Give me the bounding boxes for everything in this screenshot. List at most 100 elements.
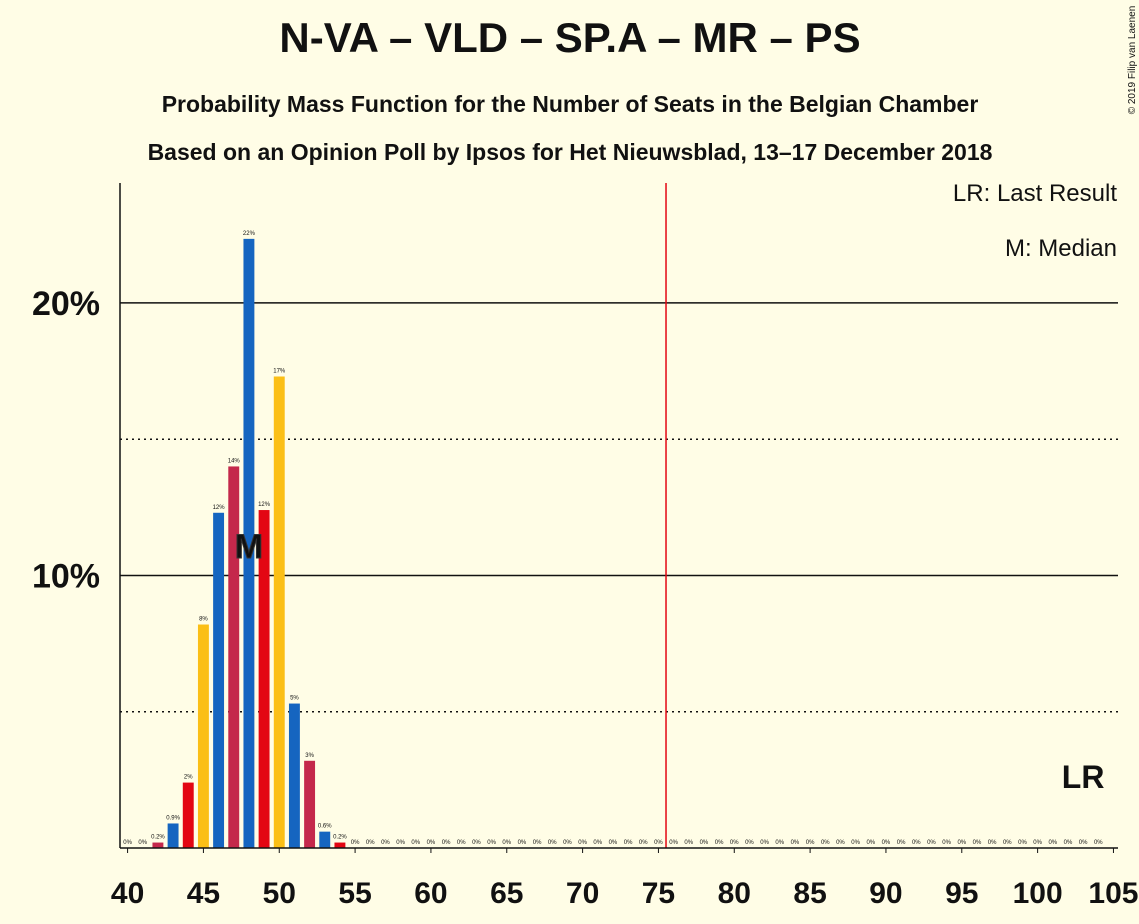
x-tick-label: 105	[1088, 877, 1138, 910]
value-label: 0%	[821, 840, 830, 846]
value-label: 0%	[745, 840, 754, 846]
value-label: 0%	[366, 840, 375, 846]
value-label: 12%	[213, 505, 226, 511]
value-label: 0%	[1048, 840, 1057, 846]
value-label: 0%	[442, 840, 451, 846]
x-tick-label: 100	[1013, 877, 1063, 910]
value-label: 0%	[1033, 840, 1042, 846]
value-label: 5%	[290, 696, 299, 702]
x-tick-label: 65	[490, 877, 523, 910]
value-label: 0.2%	[333, 835, 347, 841]
bar	[197, 624, 209, 848]
value-label: 0%	[897, 840, 906, 846]
value-label: 0%	[775, 840, 784, 846]
value-label: 0%	[639, 840, 648, 846]
x-tick-label: 55	[338, 877, 371, 910]
value-label: 0%	[533, 840, 542, 846]
value-label: 0%	[942, 840, 951, 846]
bar	[152, 842, 164, 848]
value-label: 0%	[1094, 840, 1103, 846]
value-label: 0%	[427, 840, 436, 846]
value-label: 0%	[609, 840, 618, 846]
value-label: 0%	[791, 840, 800, 846]
x-tick-label: 70	[566, 877, 599, 910]
last-result-marker: LR	[1062, 759, 1105, 795]
value-label: 0.9%	[166, 815, 180, 821]
value-label: 0%	[700, 840, 709, 846]
value-label: 0%	[851, 840, 860, 846]
bar	[167, 823, 179, 848]
value-label: 0%	[882, 840, 891, 846]
value-label: 0%	[730, 840, 739, 846]
bar	[182, 782, 194, 848]
bar	[228, 466, 240, 848]
x-tick-label: 40	[111, 877, 144, 910]
value-label: 3%	[305, 753, 314, 759]
value-label: 0%	[396, 840, 405, 846]
legend-entry: LR: Last Result	[953, 180, 1117, 207]
value-label: 8%	[199, 617, 208, 623]
bar	[334, 842, 346, 848]
value-label: 0%	[715, 840, 724, 846]
value-label: 0%	[502, 840, 511, 846]
value-label: 0%	[457, 840, 466, 846]
value-label: 2%	[184, 775, 193, 781]
value-label: 0%	[988, 840, 997, 846]
x-tick-label: 80	[718, 877, 751, 910]
bar	[258, 510, 270, 848]
value-label: 0%	[381, 840, 390, 846]
value-label: 0%	[836, 840, 845, 846]
bar	[273, 376, 285, 848]
bar	[304, 760, 316, 848]
value-label: 0%	[1079, 840, 1088, 846]
value-label: 14%	[228, 458, 241, 464]
value-label: 17%	[273, 369, 286, 375]
value-label: 0%	[411, 840, 420, 846]
value-label: 0%	[866, 840, 875, 846]
value-label: 0%	[123, 840, 132, 846]
chart-subtitle: Probability Mass Function for the Number…	[162, 91, 979, 117]
value-label: 0%	[351, 840, 360, 846]
x-tick-label: 90	[869, 877, 902, 910]
value-label: 0.2%	[151, 835, 165, 841]
value-label: 0%	[1064, 840, 1073, 846]
value-label: 0%	[927, 840, 936, 846]
x-tick-label: 50	[263, 877, 296, 910]
value-label: 0%	[1018, 840, 1027, 846]
value-label: 0%	[472, 840, 481, 846]
value-label: 0%	[669, 840, 678, 846]
x-tick-label: 45	[187, 877, 220, 910]
bar	[243, 238, 255, 848]
value-label: 0%	[760, 840, 769, 846]
x-tick-label: 95	[945, 877, 978, 910]
value-label: 0%	[973, 840, 982, 846]
value-label: 0%	[684, 840, 693, 846]
value-label: 0%	[138, 840, 147, 846]
value-label: 12%	[258, 502, 271, 508]
legend-entry: M: Median	[1005, 235, 1117, 262]
chart-subtitle: Based on an Opinion Poll by Ipsos for He…	[148, 139, 993, 165]
value-label: 0%	[912, 840, 921, 846]
value-label: 0%	[624, 840, 633, 846]
value-label: 0%	[806, 840, 815, 846]
value-label: 0%	[548, 840, 557, 846]
value-label: 22%	[243, 231, 256, 237]
bar	[288, 703, 300, 848]
value-label: 0%	[654, 840, 663, 846]
value-label: 0%	[1003, 840, 1012, 846]
x-tick-label: 85	[793, 877, 826, 910]
x-tick-label: 75	[642, 877, 675, 910]
value-label: 0%	[563, 840, 572, 846]
value-label: 0%	[487, 840, 496, 846]
value-label: 0%	[957, 840, 966, 846]
y-tick-label: 10%	[32, 557, 100, 595]
value-label: 0.6%	[318, 824, 332, 830]
value-label: 0%	[593, 840, 602, 846]
y-tick-label: 20%	[32, 285, 100, 323]
x-tick-label: 60	[414, 877, 447, 910]
median-marker: M	[235, 528, 263, 566]
bar	[319, 831, 331, 848]
value-label: 0%	[518, 840, 527, 846]
